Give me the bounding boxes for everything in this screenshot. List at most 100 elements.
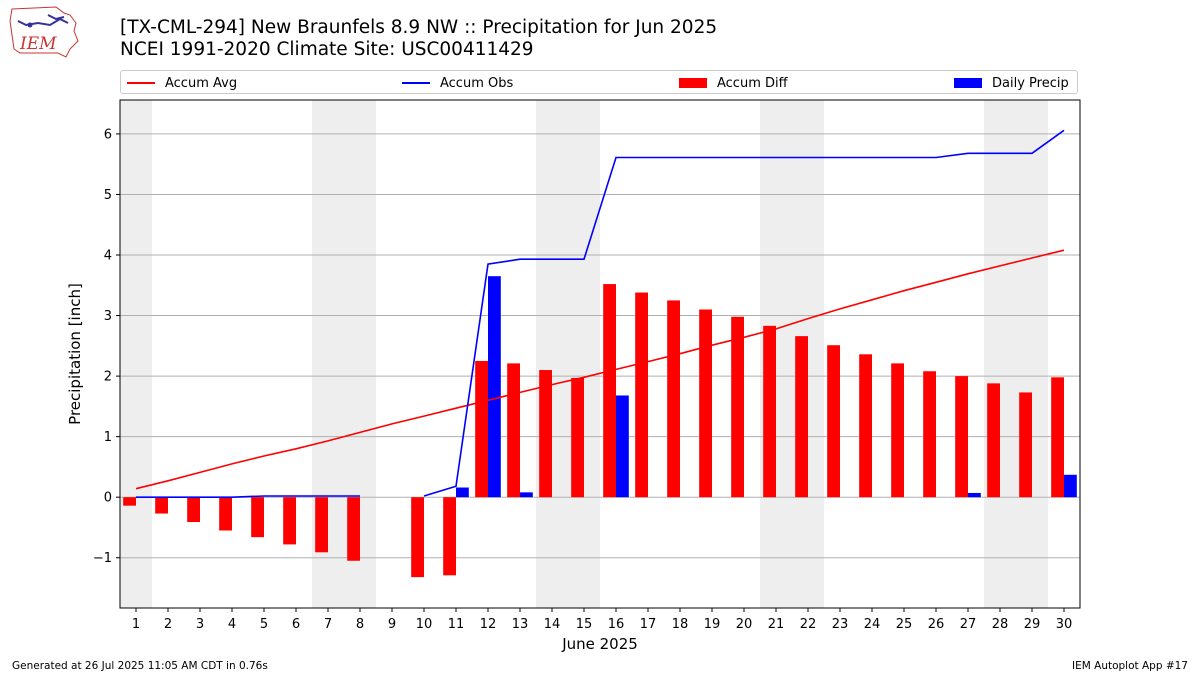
x-tick-label: 16 bbox=[608, 617, 625, 632]
chart-legend: Accum Avg Accum Obs Accum Diff Daily Pre… bbox=[120, 70, 1078, 94]
accum-diff-bar bbox=[635, 292, 648, 498]
iem-logo: IEM bbox=[9, 6, 79, 58]
accum-diff-bar bbox=[123, 497, 136, 506]
accum-diff-bar bbox=[859, 354, 872, 498]
weekend-shade bbox=[984, 100, 1048, 608]
y-tick-label: 1 bbox=[104, 430, 112, 445]
accum-diff-bar bbox=[571, 377, 584, 498]
x-tick-label: 27 bbox=[960, 617, 977, 632]
x-tick-label: 10 bbox=[416, 617, 433, 632]
x-tick-label: 25 bbox=[896, 617, 913, 632]
accum-diff-bar bbox=[475, 360, 488, 498]
accum-diff-bar bbox=[891, 363, 904, 498]
x-tick-label: 24 bbox=[864, 617, 881, 632]
daily-precip-bar bbox=[488, 276, 501, 498]
accum-diff-bar bbox=[1051, 377, 1064, 498]
legend-swatch-accum-diff bbox=[679, 78, 707, 88]
chart-title: [TX-CML-294] New Braunfels 8.9 NW :: Pre… bbox=[120, 17, 718, 38]
accum-diff-bar bbox=[187, 497, 200, 523]
x-tick-label: 19 bbox=[704, 617, 721, 632]
x-tick-label: 22 bbox=[800, 617, 817, 632]
x-tick-label: 23 bbox=[832, 617, 849, 632]
accum-diff-bar bbox=[731, 316, 744, 498]
x-tick-label: 9 bbox=[388, 617, 396, 632]
x-tick-label: 26 bbox=[928, 617, 945, 632]
x-tick-label: 21 bbox=[768, 617, 785, 632]
x-tick-label: 30 bbox=[1056, 617, 1073, 632]
accum-obs-line bbox=[136, 495, 360, 499]
y-tick-label: 3 bbox=[104, 309, 112, 324]
x-tick-label: 8 bbox=[356, 617, 364, 632]
weekend-shade bbox=[120, 100, 152, 608]
x-tick-label: 11 bbox=[448, 617, 465, 632]
y-tick-label: −1 bbox=[93, 551, 112, 566]
accum-diff-bar bbox=[251, 497, 264, 538]
accum-diff-bar bbox=[827, 345, 840, 498]
accum-diff-bar bbox=[219, 497, 232, 531]
accum-diff-bar bbox=[987, 383, 1000, 498]
legend-item-daily-precip: Daily Precip bbox=[954, 74, 1069, 92]
x-tick-label: 1 bbox=[132, 617, 140, 632]
x-tick-label: 13 bbox=[512, 617, 529, 632]
x-tick-label: 5 bbox=[260, 617, 268, 632]
daily-precip-bar bbox=[520, 492, 533, 498]
legend-swatch-accum-obs bbox=[402, 82, 430, 84]
accum-diff-bar bbox=[155, 497, 168, 514]
daily-precip-bar bbox=[616, 395, 629, 498]
accum-diff-bar bbox=[795, 336, 808, 498]
y-tick-label: 2 bbox=[104, 370, 112, 385]
legend-label-accum-avg: Accum Avg bbox=[165, 75, 238, 91]
x-tick-label: 3 bbox=[196, 617, 204, 632]
accum-diff-bar bbox=[411, 497, 424, 578]
accum-diff-bar bbox=[699, 309, 712, 498]
y-tick-label: 5 bbox=[104, 188, 112, 203]
y-tick-label: 4 bbox=[104, 249, 112, 264]
legend-label-daily-precip: Daily Precip bbox=[992, 75, 1069, 91]
accum-diff-bar bbox=[667, 300, 680, 498]
x-tick-label: 17 bbox=[640, 617, 657, 632]
accum-diff-bar bbox=[539, 370, 552, 498]
daily-precip-bar bbox=[456, 487, 469, 498]
x-tick-label: 15 bbox=[576, 617, 593, 632]
chart-subtitle: NCEI 1991-2020 Climate Site: USC00411429 bbox=[120, 39, 534, 60]
y-axis-label: Precipitation [inch] bbox=[66, 283, 84, 425]
accum-diff-bar bbox=[347, 497, 360, 561]
footer-generated: Generated at 26 Jul 2025 11:05 AM CDT in… bbox=[12, 660, 268, 672]
x-tick-label: 14 bbox=[544, 617, 561, 632]
accum-diff-bar bbox=[955, 376, 968, 498]
accum-avg-line bbox=[135, 249, 1065, 490]
accum-obs-line bbox=[423, 129, 1065, 497]
accum-diff-bar bbox=[763, 325, 776, 498]
legend-item-accum-avg: Accum Avg bbox=[127, 74, 237, 92]
accum-diff-bar bbox=[507, 363, 520, 498]
x-tick-label: 6 bbox=[292, 617, 300, 632]
x-tick-label: 12 bbox=[480, 617, 497, 632]
accum-diff-bar bbox=[923, 371, 936, 498]
plot-frame bbox=[119, 99, 1081, 609]
legend-label-accum-diff: Accum Diff bbox=[717, 75, 788, 91]
x-tick-label: 4 bbox=[228, 617, 236, 632]
accum-diff-bar bbox=[443, 497, 456, 576]
x-tick-label: 2 bbox=[164, 617, 172, 632]
daily-precip-bar bbox=[1064, 474, 1077, 498]
legend-label-accum-obs: Accum Obs bbox=[440, 75, 514, 91]
weekend-shade bbox=[536, 100, 600, 608]
legend-swatch-daily-precip bbox=[954, 78, 982, 88]
accum-diff-bar bbox=[1019, 392, 1032, 498]
accum-diff-bar bbox=[603, 284, 616, 498]
x-axis-label: June 2025 bbox=[561, 635, 638, 653]
legend-item-accum-obs: Accum Obs bbox=[402, 74, 513, 92]
y-tick-label: 0 bbox=[104, 491, 112, 506]
x-tick-label: 29 bbox=[1024, 617, 1041, 632]
legend-item-accum-diff: Accum Diff bbox=[679, 74, 788, 92]
y-tick-label: 6 bbox=[104, 127, 112, 142]
accum-diff-bar bbox=[315, 497, 328, 553]
svg-text:IEM: IEM bbox=[19, 34, 57, 54]
footer-app: IEM Autoplot App #17 bbox=[1072, 660, 1188, 672]
x-tick-label: 18 bbox=[672, 617, 689, 632]
x-tick-label: 20 bbox=[736, 617, 753, 632]
accum-diff-bar bbox=[283, 497, 296, 545]
x-tick-label: 28 bbox=[992, 617, 1009, 632]
x-tick-label: 7 bbox=[324, 617, 332, 632]
